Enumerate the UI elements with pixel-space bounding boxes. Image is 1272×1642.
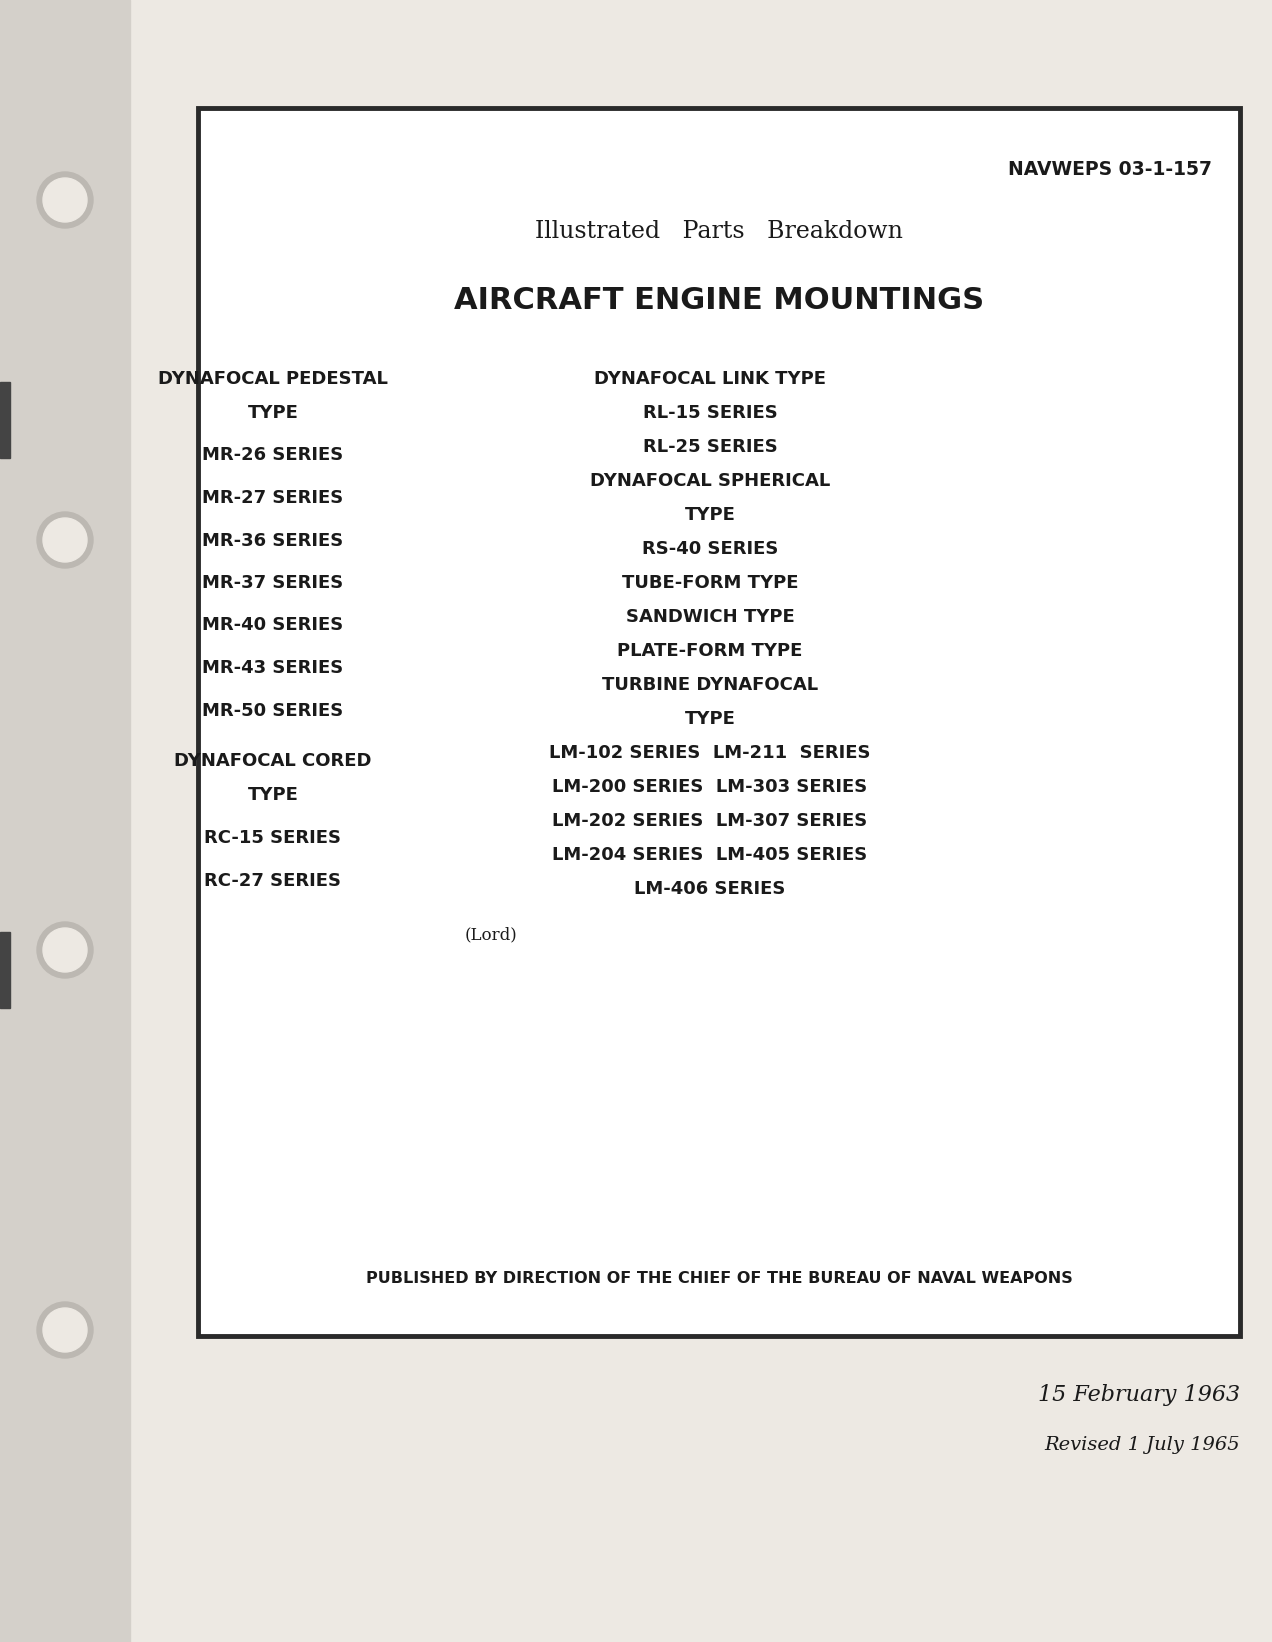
Text: LM-204 SERIES  LM-405 SERIES: LM-204 SERIES LM-405 SERIES [552, 846, 868, 864]
Text: SANDWICH TYPE: SANDWICH TYPE [626, 608, 795, 626]
Circle shape [43, 517, 86, 562]
Text: MR-40 SERIES: MR-40 SERIES [202, 616, 343, 634]
Text: DYNAFOCAL CORED: DYNAFOCAL CORED [174, 752, 371, 770]
Circle shape [43, 1309, 86, 1351]
Circle shape [37, 923, 93, 979]
Circle shape [37, 512, 93, 568]
Text: TURBINE DYNAFOCAL: TURBINE DYNAFOCAL [602, 677, 818, 695]
Text: RL-15 SERIES: RL-15 SERIES [642, 404, 777, 422]
Text: MR-27 SERIES: MR-27 SERIES [202, 489, 343, 507]
Text: RL-25 SERIES: RL-25 SERIES [642, 438, 777, 456]
Circle shape [37, 172, 93, 228]
Text: NAVWEPS 03-1-157: NAVWEPS 03-1-157 [1007, 159, 1212, 179]
Text: LM-202 SERIES  LM-307 SERIES: LM-202 SERIES LM-307 SERIES [552, 813, 868, 829]
Bar [0, 933, 10, 1008]
Circle shape [43, 177, 86, 222]
Text: AIRCRAFT ENGINE MOUNTINGS: AIRCRAFT ENGINE MOUNTINGS [454, 286, 985, 315]
Bar [198, 108, 1240, 1337]
Text: TUBE-FORM TYPE: TUBE-FORM TYPE [622, 575, 799, 593]
Text: TYPE: TYPE [684, 709, 735, 727]
Text: Illustrated   Parts   Breakdown: Illustrated Parts Breakdown [536, 220, 903, 243]
Text: PUBLISHED BY DIRECTION OF THE CHIEF OF THE BUREAU OF NAVAL WEAPONS: PUBLISHED BY DIRECTION OF THE CHIEF OF T… [365, 1271, 1072, 1286]
Bar [0, 0, 130, 1642]
Text: RC-15 SERIES: RC-15 SERIES [205, 829, 341, 847]
Circle shape [37, 1302, 93, 1358]
Text: Revised 1 July 1965: Revised 1 July 1965 [1044, 1437, 1240, 1455]
Text: LM-102 SERIES  LM-211  SERIES: LM-102 SERIES LM-211 SERIES [550, 744, 871, 762]
Text: LM-200 SERIES  LM-303 SERIES: LM-200 SERIES LM-303 SERIES [552, 778, 868, 796]
Text: MR-50 SERIES: MR-50 SERIES [202, 701, 343, 719]
Text: 15 February 1963: 15 February 1963 [1038, 1384, 1240, 1406]
Circle shape [43, 928, 86, 972]
Text: MR-26 SERIES: MR-26 SERIES [202, 447, 343, 465]
Text: (Lord): (Lord) [466, 926, 518, 943]
Text: MR-43 SERIES: MR-43 SERIES [202, 658, 343, 677]
Text: RS-40 SERIES: RS-40 SERIES [642, 540, 778, 558]
Text: MR-37 SERIES: MR-37 SERIES [202, 575, 343, 593]
Text: TYPE: TYPE [684, 506, 735, 524]
Text: DYNAFOCAL PEDESTAL: DYNAFOCAL PEDESTAL [158, 369, 388, 388]
Text: LM-406 SERIES: LM-406 SERIES [635, 880, 786, 898]
Text: RC-27 SERIES: RC-27 SERIES [205, 872, 341, 890]
Bar [0, 383, 10, 458]
Text: TYPE: TYPE [248, 404, 299, 422]
Text: DYNAFOCAL LINK TYPE: DYNAFOCAL LINK TYPE [594, 369, 826, 388]
Text: TYPE: TYPE [248, 787, 299, 805]
Text: DYNAFOCAL SPHERICAL: DYNAFOCAL SPHERICAL [590, 471, 831, 489]
Text: MR-36 SERIES: MR-36 SERIES [202, 532, 343, 550]
Text: PLATE-FORM TYPE: PLATE-FORM TYPE [617, 642, 803, 660]
